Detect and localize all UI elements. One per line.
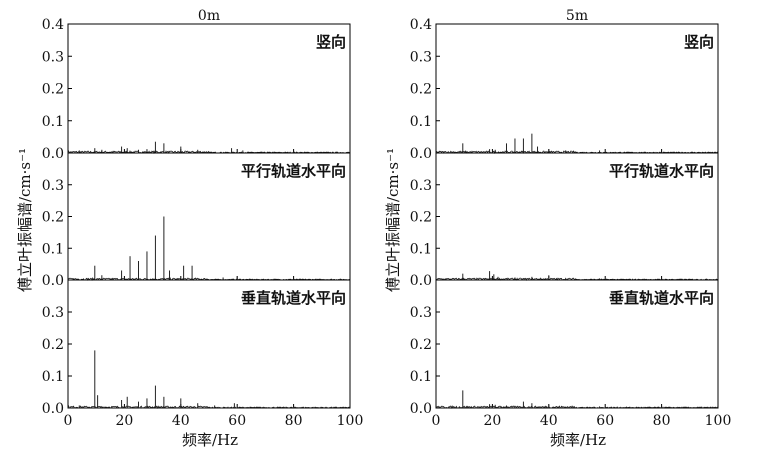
y-axis-label-left: 傅立叶振幅谱/cm·s⁻¹ bbox=[16, 148, 34, 292]
x-tick-label: 60 bbox=[228, 413, 246, 429]
y-tick-label: 0.1 bbox=[42, 369, 64, 385]
column-title: 0m bbox=[198, 8, 220, 24]
y-tick-label: 0.4 bbox=[42, 17, 64, 33]
y-tick-label: 0.1 bbox=[42, 241, 64, 257]
x-tick-label: 100 bbox=[337, 413, 364, 429]
y-tick-label: 0.3 bbox=[410, 49, 432, 65]
y-tick-label: 0.0 bbox=[410, 146, 432, 162]
x-tick-label: 80 bbox=[285, 413, 303, 429]
panel-frame bbox=[67, 23, 351, 154]
x-tick-label: 0 bbox=[64, 413, 73, 429]
y-tick-label: 0.3 bbox=[42, 305, 64, 321]
spectrum-line bbox=[435, 405, 719, 409]
x-tick-label: 20 bbox=[115, 413, 133, 429]
panel-label: 平行轨道水平向 bbox=[609, 162, 714, 180]
y-tick-label: 0.1 bbox=[410, 241, 432, 257]
column-title: 5m bbox=[566, 8, 588, 24]
y-tick-label: 0.2 bbox=[410, 337, 432, 353]
spectrum-line bbox=[67, 405, 351, 410]
x-tick-label: 100 bbox=[705, 413, 732, 429]
panel-label: 垂直轨道水平向 bbox=[241, 289, 346, 307]
y-tick-label: 0.0 bbox=[42, 146, 64, 162]
panel-label: 垂直轨道水平向 bbox=[609, 289, 714, 307]
x-tick-label: 0 bbox=[432, 413, 441, 429]
x-axis-label-left: 频率/Hz bbox=[182, 431, 238, 449]
y-tick-label: 0.1 bbox=[410, 114, 432, 130]
y-tick-label: 0.3 bbox=[410, 305, 432, 321]
y-tick-label: 0.2 bbox=[42, 210, 64, 226]
x-tick-label: 40 bbox=[540, 413, 558, 429]
x-tick-label: 60 bbox=[596, 413, 614, 429]
y-tick-label: 0.0 bbox=[410, 401, 432, 417]
y-tick-label: 0.4 bbox=[410, 17, 432, 33]
y-tick-label: 0.3 bbox=[410, 178, 432, 194]
y-tick-label: 0.0 bbox=[42, 273, 64, 289]
panel-label: 竖向 bbox=[684, 33, 714, 51]
y-tick-label: 0.1 bbox=[410, 369, 432, 385]
y-tick-label: 0.2 bbox=[42, 337, 64, 353]
x-axis-label-right: 频率/Hz bbox=[550, 431, 606, 449]
panel-frame bbox=[435, 23, 719, 154]
y-tick-label: 0.0 bbox=[42, 401, 64, 417]
panel-label: 平行轨道水平向 bbox=[241, 162, 346, 180]
x-tick-label: 80 bbox=[653, 413, 671, 429]
y-tick-label: 0.3 bbox=[42, 49, 64, 65]
y-axis-label-right: 傅立叶振幅谱/cm·s⁻¹ bbox=[384, 148, 402, 292]
y-tick-label: 0.3 bbox=[42, 178, 64, 194]
panel-label: 竖向 bbox=[316, 33, 346, 51]
y-tick-label: 0.1 bbox=[42, 114, 64, 130]
x-tick-label: 40 bbox=[172, 413, 190, 429]
x-tick-label: 20 bbox=[483, 413, 501, 429]
spectrum-line bbox=[435, 150, 719, 155]
y-tick-label: 0.2 bbox=[42, 82, 64, 98]
y-tick-label: 0.2 bbox=[410, 82, 432, 98]
y-tick-label: 0.2 bbox=[410, 210, 432, 226]
y-tick-label: 0.0 bbox=[410, 273, 432, 289]
